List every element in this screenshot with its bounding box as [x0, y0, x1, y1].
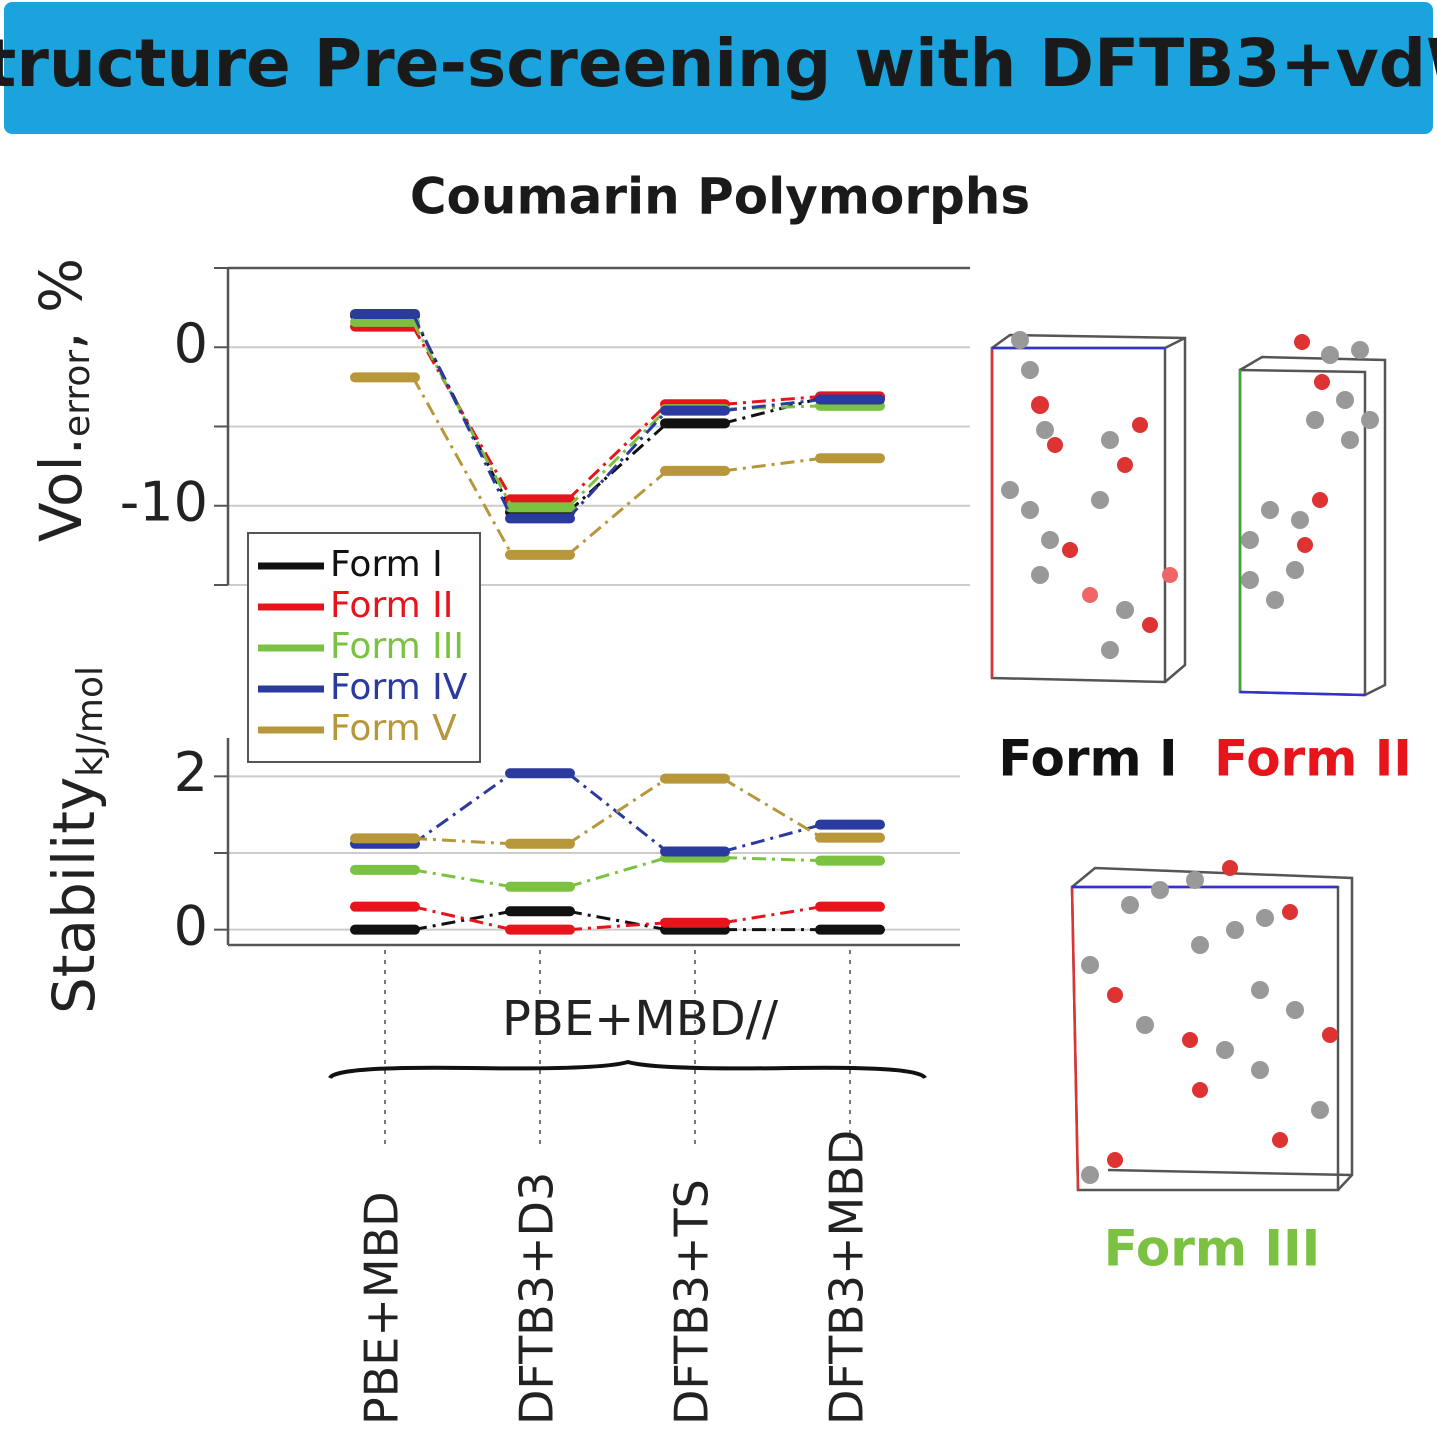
connector: [412, 905, 513, 932]
legend-label: Form IV: [330, 667, 468, 708]
structure-label: Form III: [1104, 1220, 1320, 1278]
connector: [722, 404, 823, 411]
connector: [722, 398, 823, 413]
crystal-form-3: [1070, 860, 1354, 1192]
y-tick-label: 0: [174, 894, 208, 957]
connector: [566, 403, 669, 501]
connector: [566, 409, 669, 520]
brace: [328, 1059, 927, 1080]
connector: [411, 313, 514, 520]
connector: [722, 823, 823, 853]
x-tick-label: DFTB3+D3: [510, 1172, 564, 1425]
structure-label: Form II: [1214, 730, 1412, 788]
y-axis-label: Vol.error, %: [27, 258, 98, 542]
y-label-suffix: , %: [27, 258, 95, 350]
connector: [412, 772, 513, 846]
x-tick-label: PBE+MBD: [355, 1191, 409, 1425]
header-bar: [4, 2, 1433, 134]
connector: [722, 456, 823, 473]
chart-title: Coumarin Polymorphs: [410, 168, 1030, 226]
y-label-sub: kJ/mol: [70, 666, 111, 777]
legend-label: Form V: [330, 708, 457, 749]
connector: [722, 396, 823, 425]
structure-label: Form I: [998, 730, 1177, 788]
y-label-sub: error: [57, 350, 98, 437]
connector: [566, 408, 669, 509]
connector: [567, 921, 668, 932]
x-axis-label: PBE+MBD//: [502, 991, 779, 1047]
crystal-form-2: [1238, 334, 1387, 697]
connector: [567, 856, 668, 889]
connector: [567, 777, 668, 846]
connector: [412, 836, 513, 846]
connector: [411, 321, 514, 509]
y-axis-label: StabilitykJ/mol: [40, 666, 111, 1014]
x-tick-label: DFTB3+TS: [665, 1179, 719, 1425]
x-tick-label: DFTB3+MBD: [820, 1130, 874, 1425]
y-tick-label: -10: [120, 470, 208, 533]
y-tick-label: 2: [174, 741, 208, 804]
crystal-form-1: [990, 331, 1187, 684]
y-label-main: Stability: [40, 777, 108, 1014]
legend-label: Form I: [330, 544, 443, 585]
legend-label: Form III: [330, 626, 464, 667]
connector: [722, 777, 823, 839]
y-label-main: Vol.: [27, 437, 95, 542]
legend-label: Form II: [330, 585, 453, 626]
connector: [566, 422, 669, 514]
connector: [412, 909, 513, 932]
connector: [412, 868, 513, 889]
connector: [722, 856, 823, 863]
connector: [722, 905, 823, 925]
connector: [722, 394, 823, 406]
header-title: Structure Pre-screening with DFTB3+vdW: [0, 25, 1437, 102]
connector: [567, 909, 668, 932]
connector: [411, 376, 514, 556]
y-tick-label: 0: [174, 312, 208, 375]
connector: [567, 469, 668, 557]
